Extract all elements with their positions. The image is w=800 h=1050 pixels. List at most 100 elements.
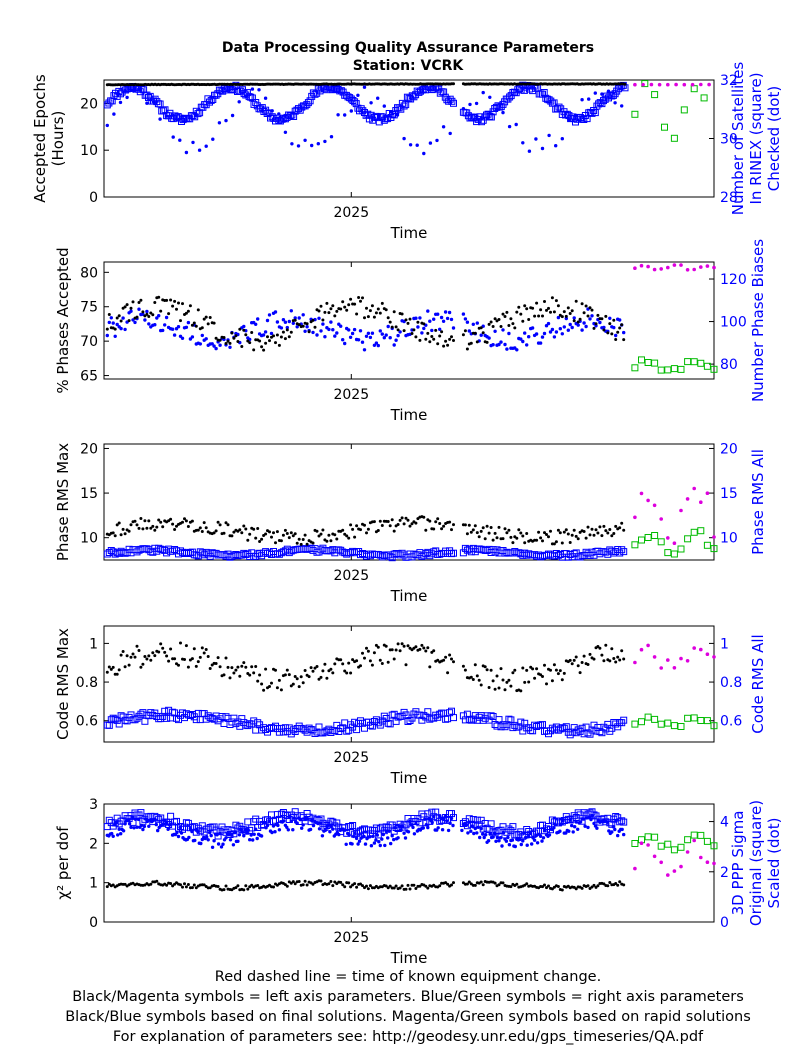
point-right-dot <box>211 137 215 141</box>
point-left <box>137 526 141 530</box>
point-right-dot <box>475 321 479 325</box>
point-right-dot <box>546 321 551 326</box>
y-right-tick-label: 28 <box>720 190 738 206</box>
point-right-square <box>105 816 113 824</box>
point-left <box>117 668 121 672</box>
point-left <box>153 301 157 304</box>
point-left <box>408 317 412 321</box>
point-left <box>283 673 287 677</box>
point-right-dot <box>172 333 177 337</box>
point-rapid-left <box>652 503 657 508</box>
point-left <box>301 883 305 887</box>
point-left <box>446 671 450 675</box>
point-left <box>404 663 408 667</box>
point-right-dot <box>316 142 320 146</box>
x-tick-label: 2025 <box>333 930 369 946</box>
y-right-axis-label: Checked (dot) <box>765 86 783 191</box>
y-left-tick-label: 0.6 <box>76 714 98 730</box>
point-right-dot <box>527 149 532 153</box>
point-right-dot <box>244 94 248 98</box>
point-left <box>372 315 376 319</box>
point-right-dot <box>439 315 444 320</box>
point-left <box>568 312 572 315</box>
point-left <box>406 883 410 887</box>
point-right-dot <box>117 827 121 831</box>
point-right-dot <box>113 334 117 338</box>
point-right-dot <box>200 333 204 338</box>
point-left <box>248 885 252 889</box>
point-right-dot <box>606 89 611 93</box>
point-right-dot <box>341 338 345 342</box>
point-left <box>161 525 165 529</box>
point-left <box>200 646 204 650</box>
point-right-square <box>428 808 436 816</box>
point-left <box>558 531 562 535</box>
point-rapid-left <box>705 860 710 864</box>
point-right-square <box>614 723 622 731</box>
point-left <box>230 534 234 538</box>
point-left <box>268 685 271 688</box>
point-right-square <box>505 715 513 723</box>
point-right-dot <box>329 824 333 829</box>
point-left <box>574 299 578 303</box>
point-right-dot <box>145 309 149 314</box>
point-rapid-right <box>644 359 652 366</box>
point-right-dot <box>218 343 222 347</box>
point-right-dot <box>230 832 234 837</box>
point-right-dot <box>521 339 525 344</box>
point-right-dot <box>514 122 518 127</box>
point-left <box>275 686 279 690</box>
chart-subtitle: Station: VCRK <box>353 58 465 74</box>
point-right-dot <box>541 836 546 840</box>
point-right-square <box>167 812 175 820</box>
point-left <box>576 664 580 668</box>
point-right-dot <box>408 143 413 147</box>
point-left <box>543 531 546 535</box>
point-rapid-right <box>657 720 665 728</box>
point-left <box>513 326 517 330</box>
point-right-dot <box>141 827 145 832</box>
point-left <box>378 658 382 662</box>
point-left <box>549 668 552 672</box>
point-left <box>248 673 252 677</box>
y-left-axis-label: % Phases Accepted <box>54 247 72 393</box>
point-left <box>448 653 452 657</box>
point-left <box>311 669 315 673</box>
point-left <box>171 884 175 888</box>
point-left <box>305 542 309 546</box>
y-right-axis-label: 3D PPP Sigma <box>729 811 747 916</box>
point-right-square <box>254 719 262 727</box>
point-right-dot <box>463 317 468 321</box>
point-left <box>258 339 262 343</box>
point-right-dot <box>184 150 189 155</box>
point-right-square <box>218 713 226 720</box>
point-rapid-left <box>639 263 644 268</box>
point-right-square <box>493 827 501 835</box>
point-left <box>165 298 169 302</box>
point-right-dot <box>567 829 571 833</box>
y-left-axis-label: (Hours) <box>49 111 67 167</box>
point-left <box>396 328 400 332</box>
y-left-tick-label: 20 <box>80 441 98 457</box>
point-left <box>315 529 319 533</box>
point-rapid-right <box>710 545 718 553</box>
point-left <box>517 305 521 309</box>
point-left <box>297 685 301 689</box>
point-left <box>469 341 473 345</box>
point-left <box>155 879 159 883</box>
point-left <box>414 335 418 339</box>
point-right-square <box>198 710 206 718</box>
point-left <box>479 880 483 884</box>
point-right-dot <box>171 135 175 139</box>
point-right-dot <box>205 835 209 839</box>
point-left <box>606 331 610 335</box>
point-left <box>623 82 627 86</box>
point-rapid-right <box>631 110 639 118</box>
point-rapid-right <box>700 94 708 102</box>
point-right-dot <box>267 313 272 317</box>
point-left <box>450 528 453 532</box>
point-left <box>204 648 208 651</box>
point-right-dot <box>208 830 212 835</box>
